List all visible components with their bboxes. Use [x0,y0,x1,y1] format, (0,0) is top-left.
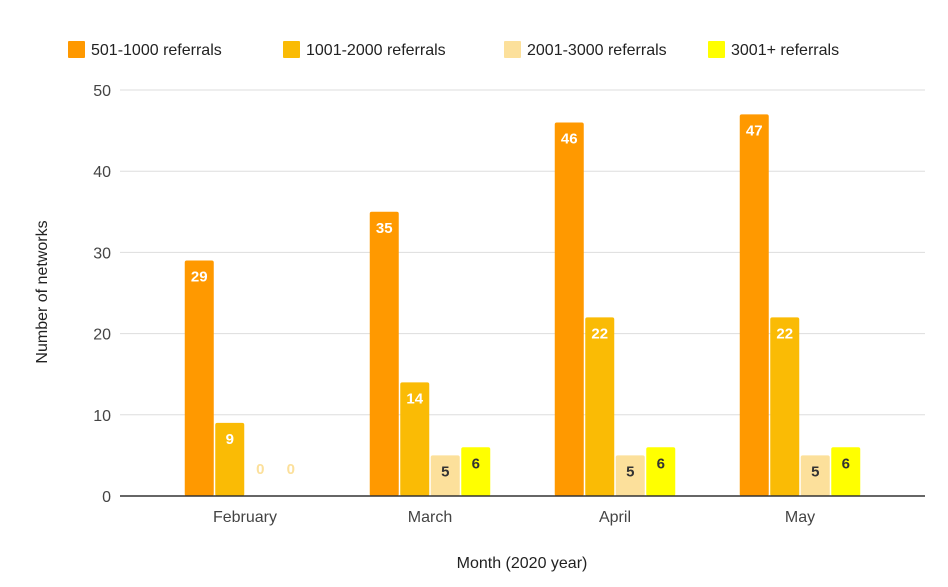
legend: 501-1000 referrals 1001-2000 referrals 200… [68,41,839,59]
bar-february-1001-2000-referrals [215,422,245,496]
bar-group-march: 35 14 5 6 [369,211,491,497]
data-label-february-2001-3000-referrals: 0 [256,461,264,478]
y-tick-label-40: 40 [93,164,111,181]
bar-may-1001-2000-referrals [770,317,800,496]
y-axis-title: Number of networks [34,220,51,363]
bar-group-may: 47 22 5 6 [739,114,861,497]
data-label-may-3001-referrals: 6 [842,455,850,472]
data-label-february-501-1000-referrals: 29 [191,269,208,286]
legend-item-1001-2000-referrals: 1001-2000 referrals [283,41,446,59]
x-axis-ticks: February March April May [213,509,815,526]
legend-label-3001-referrals: 3001+ referrals [731,42,839,59]
legend-item-501-1000-referrals: 501-1000 referrals [68,41,222,59]
data-label-march-501-1000-referrals: 35 [376,220,393,237]
legend-label-501-1000-referrals: 501-1000 referrals [91,42,222,59]
x-tick-label-march: March [408,509,452,526]
data-label-march-1001-2000-referrals: 14 [406,390,423,407]
bar-may-3001-referrals [831,447,861,496]
legend-swatch-1001-2000-referrals [283,41,300,58]
bar-march-1001-2000-referrals [400,382,430,496]
legend-swatch-501-1000-referrals [68,41,85,58]
x-axis-title: Month (2020 year) [457,555,588,572]
bar-april-2001-3000-referrals [615,455,645,496]
bar-march-501-1000-referrals [369,211,399,497]
legend-swatch-3001-referrals [708,41,725,58]
legend-item-3001-referrals: 3001+ referrals [708,41,839,59]
data-label-april-2001-3000-referrals: 5 [626,463,634,480]
y-tick-label-20: 20 [93,327,111,344]
x-tick-label-may: May [785,509,815,526]
bar-april-501-1000-referrals [554,122,584,496]
data-label-may-1001-2000-referrals: 22 [776,325,793,342]
legend-label-1001-2000-referrals: 1001-2000 referrals [306,42,446,59]
bar-february-501-1000-referrals [184,260,214,496]
data-label-may-501-1000-referrals: 47 [746,122,763,139]
x-tick-label-april: April [599,509,631,526]
legend-item-2001-3000-referrals: 2001-3000 referrals [504,41,667,59]
bar-group-february: 29 9 0 0 [184,260,295,496]
legend-swatch-2001-3000-referrals [504,41,521,58]
data-label-april-3001-referrals: 6 [657,455,665,472]
data-label-february-1001-2000-referrals: 9 [226,431,234,448]
data-label-april-501-1000-referrals: 46 [561,130,578,147]
x-tick-label-february: February [213,509,277,526]
bar-may-501-1000-referrals [739,114,769,497]
y-tick-label-0: 0 [102,489,111,506]
bar-april-1001-2000-referrals [585,317,615,496]
data-label-april-1001-2000-referrals: 22 [591,325,608,342]
bar-april-3001-referrals [646,447,676,496]
legend-label-2001-3000-referrals: 2001-3000 referrals [527,42,667,59]
bar-may-2001-3000-referrals [800,455,830,496]
data-label-february-3001-referrals: 0 [287,461,295,478]
bar-group-april: 46 22 5 6 [554,122,676,496]
bars: 29 9 0 0 35 14 5 6 46 22 5 6 47 22 5 6 [184,114,861,497]
data-label-march-3001-referrals: 6 [472,455,480,472]
y-axis-ticks: 0 10 20 30 40 50 [93,83,111,506]
data-label-may-2001-3000-referrals: 5 [811,463,819,480]
bar-march-3001-referrals [461,447,491,496]
y-tick-label-30: 30 [93,245,111,262]
bar-march-2001-3000-referrals [430,455,460,496]
data-label-march-2001-3000-referrals: 5 [441,463,449,480]
y-tick-label-10: 10 [93,408,111,425]
y-tick-label-50: 50 [93,83,111,100]
gridlines [120,89,925,416]
